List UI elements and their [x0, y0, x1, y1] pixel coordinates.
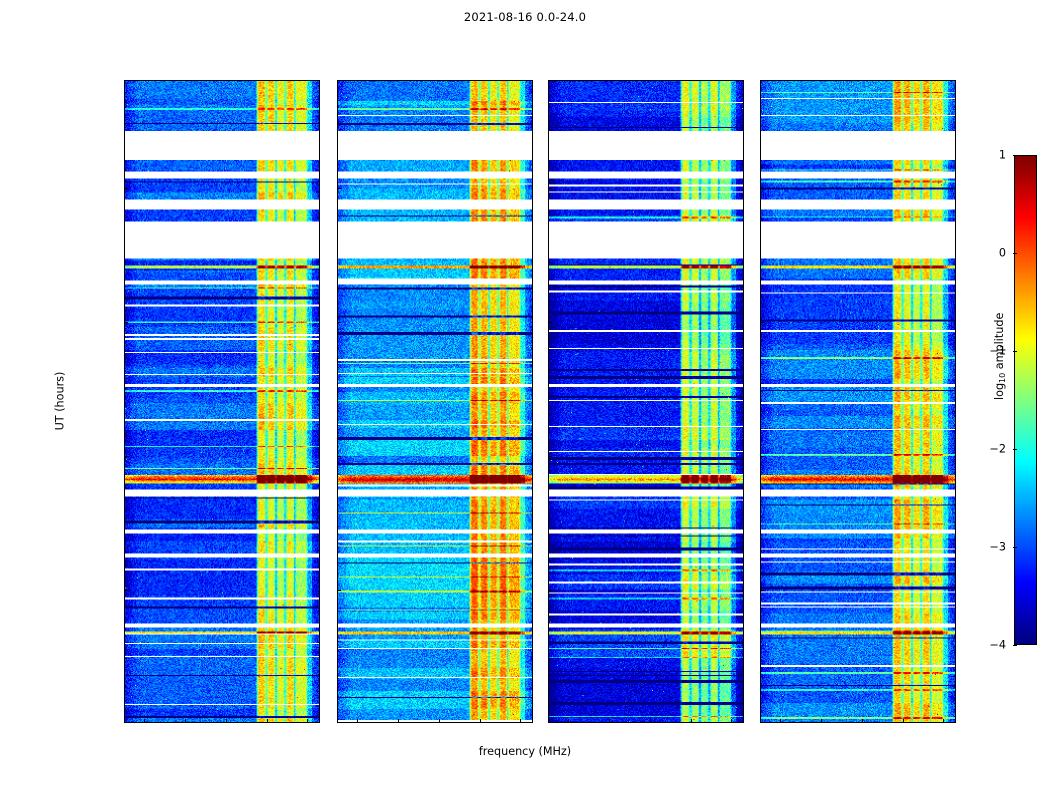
colorbar-tick-label: −1: [989, 344, 1007, 358]
plot-area-yx: [761, 81, 955, 722]
y-tick: [125, 188, 128, 190]
x-tick: [861, 719, 863, 722]
colorbar-label-subscript: 10: [997, 372, 1007, 383]
colorbar-tick: [1013, 547, 1017, 548]
colorbar-tick: [1013, 645, 1017, 646]
plot-area-xx: [125, 81, 319, 722]
colorbar: −4 −3 −2 −1 0 1: [990, 149, 1037, 652]
panel-xy[interactable]: XY, V6*V8=EA09*EA07320335350365380051015…: [548, 80, 744, 723]
waterfall-image-yx: [761, 81, 955, 722]
waterfall-image-xx: [125, 81, 319, 722]
y-tick: [338, 188, 341, 190]
colorbar-tick: [1013, 351, 1017, 352]
x-tick: [357, 719, 359, 722]
x-tick: [780, 719, 782, 722]
x-tick: [184, 719, 186, 722]
x-tick: [397, 719, 399, 722]
colorbar-tick-label: −4: [989, 638, 1007, 652]
panel-yx[interactable]: YX, V6*V8=EA09*EA07320335350365380051015…: [760, 80, 956, 723]
x-tick: [520, 719, 522, 722]
y-tick: [338, 322, 341, 324]
x-tick: [266, 719, 268, 722]
colorbar-label-text: log: [993, 382, 1007, 400]
x-tick: [649, 719, 651, 722]
x-tick: [690, 719, 692, 722]
waterfall-image-xy: [549, 81, 743, 722]
y-tick: [338, 456, 341, 458]
x-tick: [225, 719, 227, 722]
y-tick: [125, 590, 128, 592]
y-tick: [761, 456, 764, 458]
x-tick: [608, 719, 610, 722]
colorbar-gradient: [1014, 155, 1037, 645]
y-tick: [549, 590, 552, 592]
x-tick: [307, 719, 309, 722]
y-tick: [761, 188, 764, 190]
x-tick: [820, 719, 822, 722]
colorbar-tick-label: 0: [998, 246, 1006, 260]
panel-yy[interactable]: YY, V6*V8=EA09*EA07320335350365380051015…: [337, 80, 533, 723]
y-tick: [549, 322, 552, 324]
x-tick: [902, 719, 904, 722]
x-tick: [568, 719, 570, 722]
colorbar-tick: [1013, 155, 1017, 156]
x-tick: [144, 719, 146, 722]
x-tick: [479, 719, 481, 722]
y-tick: [761, 590, 764, 592]
y-tick: [125, 322, 128, 324]
y-tick: [549, 188, 552, 190]
colorbar-tick-label: 1: [998, 148, 1006, 162]
figure-title: 2021-08-16 0.0-24.0: [463, 10, 587, 24]
y-axis-label: UT (hours): [53, 371, 67, 431]
colorbar-tick: [1013, 253, 1017, 254]
plot-area-xy: [549, 81, 743, 722]
colorbar-tick-label: −2: [989, 442, 1007, 456]
colorbar-tick: [1013, 449, 1017, 450]
panel-xx[interactable]: XX, V6*V8=EA09*EA07320335350365380051015…: [124, 80, 320, 723]
x-tick: [731, 719, 733, 722]
y-tick: [125, 456, 128, 458]
waterfall-image-yy: [338, 81, 532, 722]
colorbar-label-rest: amplitude: [993, 312, 1007, 373]
x-tick: [438, 719, 440, 722]
colorbar-tick-label: −3: [989, 540, 1007, 554]
y-tick: [549, 456, 552, 458]
plot-area-yy: [338, 81, 532, 722]
x-tick: [943, 719, 945, 722]
y-tick: [338, 590, 341, 592]
x-axis-label: frequency (MHz): [478, 745, 572, 758]
y-tick: [761, 322, 764, 324]
colorbar-label: log10 amplitude: [993, 313, 1007, 400]
